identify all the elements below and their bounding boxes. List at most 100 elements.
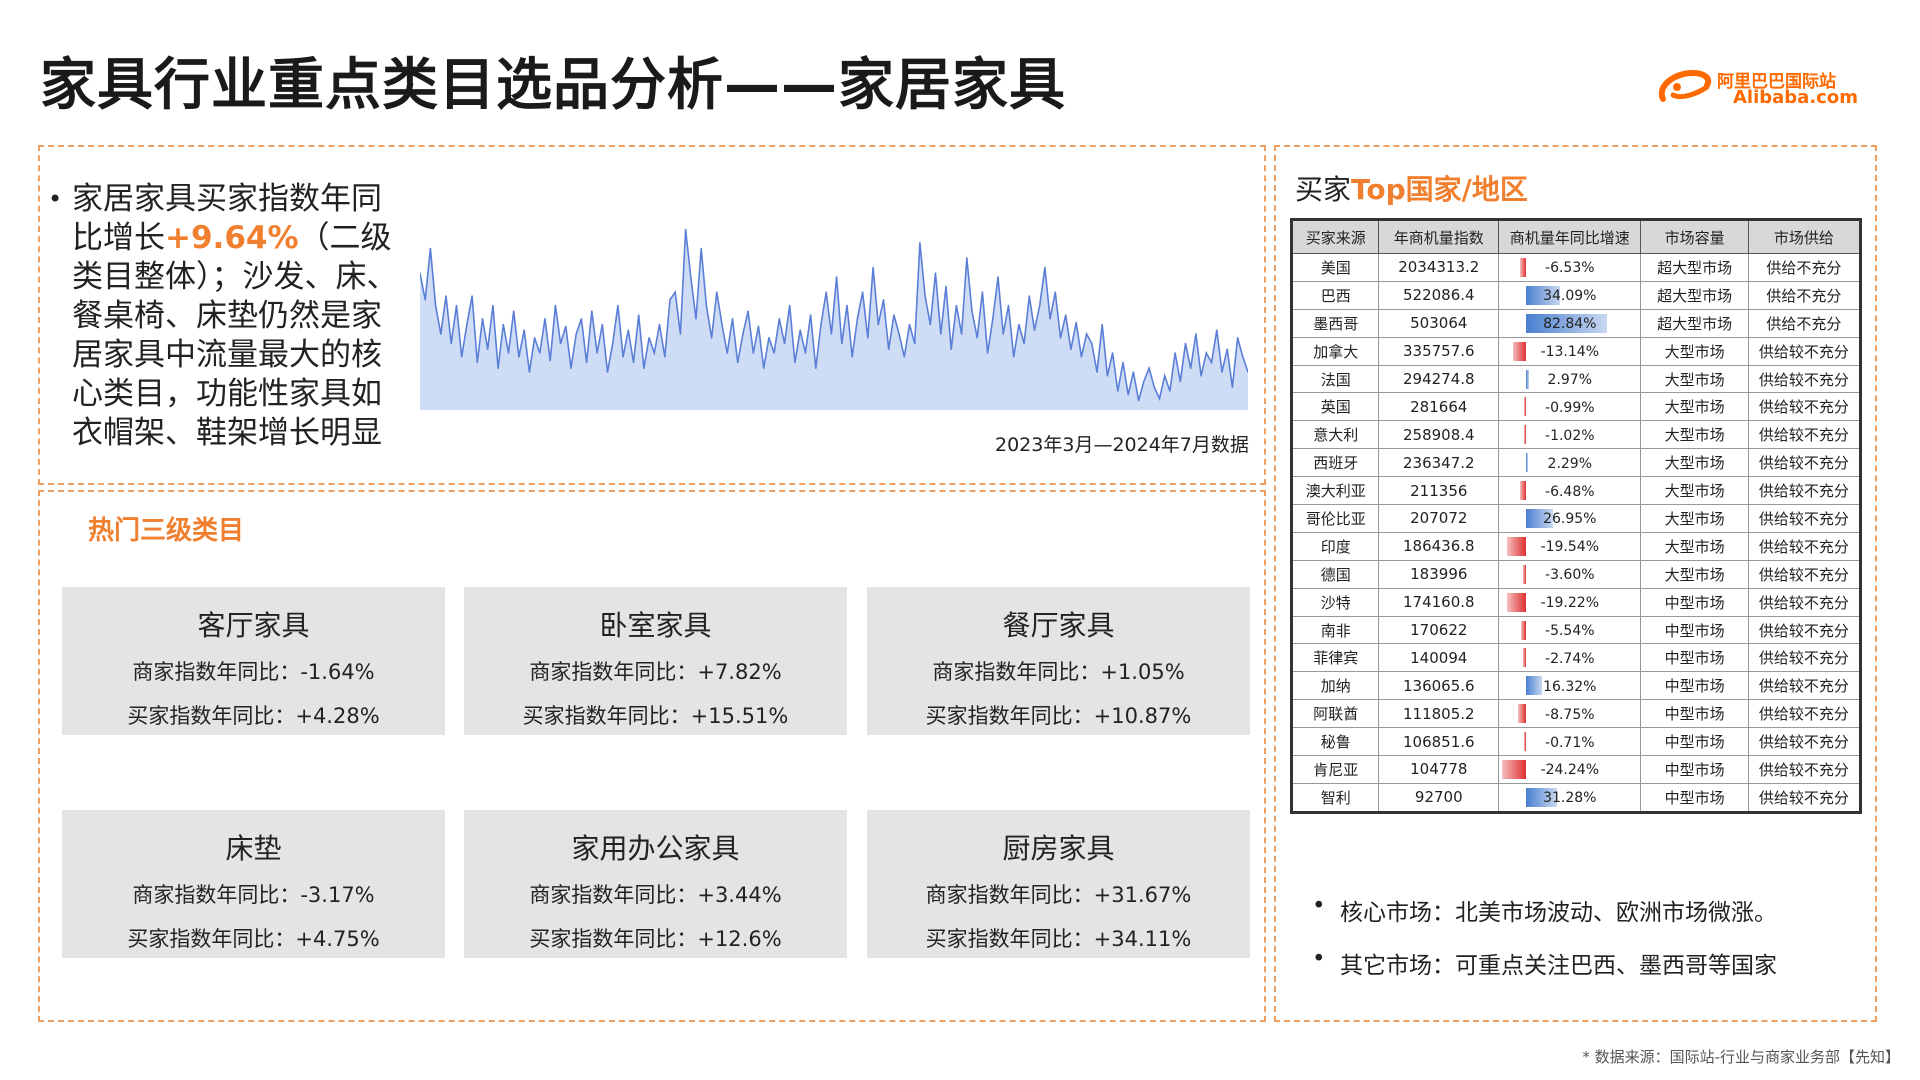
growth-cell: -0.71%	[1498, 727, 1642, 757]
index-cell: 140094	[1378, 643, 1500, 673]
data-point	[1137, 399, 1140, 402]
growth-value: -0.99%	[1545, 399, 1595, 416]
buyer-index-yoy: 买家指数年同比：+4.28%	[127, 704, 380, 728]
data-point	[622, 356, 624, 358]
data-point	[1174, 352, 1176, 354]
data-point	[721, 323, 723, 326]
category-card-dining-room: 餐厅家具 商家指数年同比：+1.05% 买家指数年同比：+10.87%	[867, 587, 1250, 735]
data-point	[1002, 333, 1004, 335]
index-cell: 186436.8	[1378, 531, 1500, 561]
growth-cell: -19.22%	[1498, 587, 1642, 617]
data-point	[986, 352, 989, 354]
data-point	[955, 304, 958, 307]
merchant-index-yoy: 商家指数年同比：-1.64%	[132, 660, 375, 684]
growth-bar	[1523, 648, 1527, 668]
buyer-index-yoy: 买家指数年同比：+34.11%	[925, 927, 1192, 951]
buyer-index-yoy: 买家指数年同比：+4.75%	[127, 927, 380, 951]
chart-caption: 2023年3月—2024年7月数据	[995, 434, 1249, 456]
data-point	[1163, 375, 1166, 377]
data-point	[1127, 394, 1129, 396]
capacity-cell: 中型市场	[1640, 699, 1749, 729]
merchant-index-yoy: 商家指数年同比：+31.67%	[925, 883, 1192, 907]
data-point	[846, 304, 848, 307]
growth-bar	[1507, 592, 1527, 612]
data-point	[455, 304, 458, 307]
supply-cell: 供给较不充分	[1747, 671, 1862, 701]
data-point	[799, 329, 801, 331]
data-point	[1179, 380, 1182, 383]
data-point	[861, 291, 864, 293]
alibaba-logo-icon	[1658, 69, 1712, 102]
data-point	[1221, 371, 1223, 373]
data-point	[815, 367, 817, 369]
data-point	[1189, 367, 1192, 369]
data-point	[1033, 329, 1036, 331]
hot-categories-panel	[38, 490, 1266, 1022]
data-point	[710, 337, 713, 339]
growth-cell: -2.74%	[1498, 643, 1642, 673]
capacity-cell: 大型市场	[1640, 392, 1749, 422]
data-point	[528, 371, 531, 373]
index-cell: 174160.8	[1378, 587, 1500, 617]
data-point	[820, 323, 822, 326]
buyer-index-area-chart	[420, 228, 1248, 410]
country-cell: 美国	[1290, 253, 1380, 282]
data-point	[669, 299, 671, 301]
series-line	[420, 229, 1248, 402]
data-point	[893, 314, 895, 316]
index-cell: 111805.2	[1378, 699, 1500, 729]
data-point	[992, 318, 994, 320]
growth-value: 2.97%	[1547, 372, 1593, 388]
table-row: 巴西 522086.4 34.09% 超大型市场 供给不充分	[1290, 280, 1862, 310]
data-point	[919, 242, 921, 244]
logo-en-text: Alibaba.com	[1733, 87, 1858, 108]
data-point	[716, 291, 718, 293]
table-row: 肯尼亚 104778 -24.24% 中型市场 供给较不充分	[1290, 755, 1862, 784]
data-point	[1242, 356, 1244, 358]
growth-cell: -6.53%	[1498, 253, 1642, 282]
supply-cell: 供给较不充分	[1747, 531, 1862, 561]
data-point	[1023, 342, 1025, 345]
growth-cell: -19.54%	[1498, 531, 1642, 561]
data-point	[1200, 375, 1202, 377]
data-point	[643, 367, 645, 369]
data-point	[1158, 397, 1161, 400]
supply-cell: 供给较不充分	[1747, 336, 1862, 366]
data-point	[533, 337, 536, 339]
data-point	[476, 361, 479, 364]
data-point	[830, 333, 833, 335]
index-cell: 503064	[1378, 308, 1500, 338]
data-point	[497, 367, 499, 369]
growth-value: 31.28%	[1543, 790, 1597, 807]
data-point	[794, 361, 796, 364]
column-header: 商机量年同比增速	[1498, 219, 1642, 254]
country-cell: 肯尼亚	[1290, 755, 1380, 784]
capacity-cell: 大型市场	[1640, 504, 1749, 533]
data-point	[887, 348, 890, 350]
growth-value: -1.02%	[1545, 427, 1595, 444]
data-point	[481, 318, 484, 320]
data-point	[684, 228, 687, 231]
data-point	[997, 276, 999, 278]
growth-bar	[1519, 258, 1527, 277]
data-point	[940, 333, 942, 335]
data-point	[1059, 337, 1062, 339]
data-point	[700, 247, 702, 250]
merchant-index-yoy: 商家指数年同比：-3.17%	[132, 883, 375, 907]
index-cell: 522086.4	[1378, 280, 1500, 310]
supply-cell: 供给较不充分	[1747, 364, 1862, 394]
supply-cell: 供给不充分	[1747, 253, 1862, 282]
index-cell: 258908.4	[1378, 420, 1500, 450]
table-header-row: 买家来源 年商机量指数 商机量年同比增速 市场容量 市场供给	[1290, 219, 1862, 254]
capacity-cell: 中型市场	[1640, 643, 1749, 673]
capacity-cell: 大型市场	[1640, 364, 1749, 394]
supply-cell: 供给较不充分	[1747, 727, 1862, 757]
growth-bar	[1526, 509, 1553, 529]
data-point	[1028, 295, 1031, 297]
growth-bar	[1502, 760, 1527, 780]
data-point	[1007, 304, 1010, 307]
country-cell: 加纳	[1290, 671, 1380, 701]
merchant-index-yoy: 商家指数年同比：+1.05%	[932, 660, 1185, 684]
data-point	[544, 318, 546, 320]
country-cell: 法国	[1290, 364, 1380, 394]
